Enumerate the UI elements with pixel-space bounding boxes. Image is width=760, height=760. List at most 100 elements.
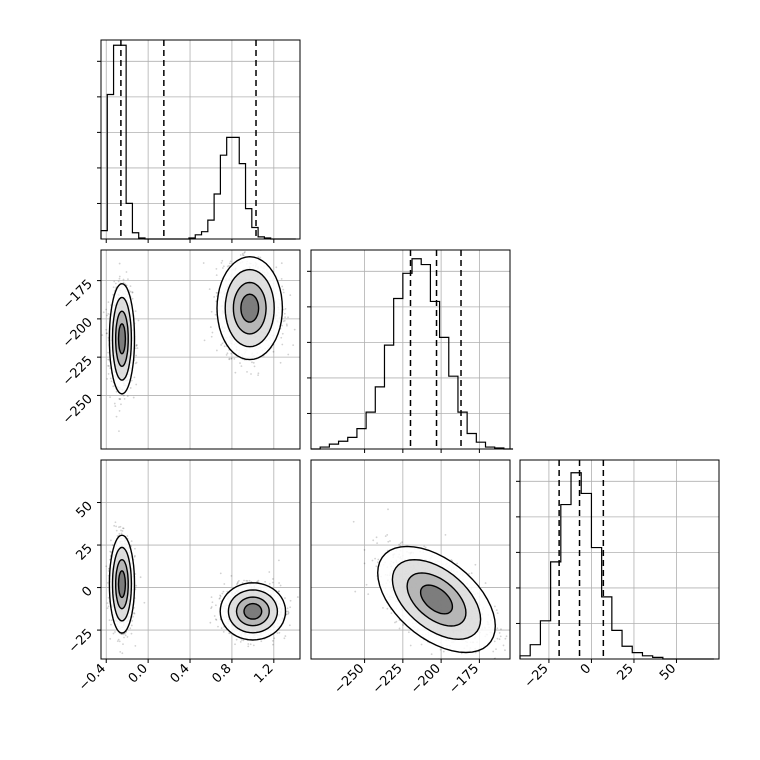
scatter-point xyxy=(132,615,134,618)
scatter-point xyxy=(118,640,121,643)
scatter-point xyxy=(119,525,122,528)
scatter-point xyxy=(280,278,283,280)
scatter-point xyxy=(242,254,245,257)
scatter-point xyxy=(228,262,231,265)
scatter-point xyxy=(119,398,122,400)
scatter-point xyxy=(123,636,125,639)
scatter-point xyxy=(110,619,113,622)
scatter-point xyxy=(252,361,255,364)
scatter-point xyxy=(257,374,259,377)
scatter-point xyxy=(260,248,262,250)
scatter-point xyxy=(256,580,259,583)
scatter-point xyxy=(286,324,288,327)
scatter-point xyxy=(135,383,138,386)
scatter-point xyxy=(133,612,136,615)
scatter-point xyxy=(107,312,110,315)
histogram-0 xyxy=(100,44,296,240)
scatter-point xyxy=(222,590,225,593)
scatter-point xyxy=(279,361,282,364)
scatter-point xyxy=(130,379,133,382)
scatter-point xyxy=(122,281,125,284)
scatter-point xyxy=(131,297,134,300)
scatter-point xyxy=(134,310,137,313)
scatter-point xyxy=(126,395,129,398)
scatter-point xyxy=(115,415,118,418)
scatter-point xyxy=(106,314,108,317)
scatter-point xyxy=(105,332,108,335)
contour-level-3 xyxy=(240,293,260,323)
scatter-point xyxy=(253,365,256,368)
scatter-point xyxy=(112,286,115,289)
scatter-point xyxy=(114,521,117,524)
scatter-point xyxy=(110,380,113,383)
scatter-point xyxy=(118,410,121,412)
scatter-point xyxy=(109,637,112,640)
scatter-point xyxy=(210,335,213,338)
scatter-point xyxy=(127,278,129,281)
scatter-point xyxy=(241,252,244,255)
scatter-point xyxy=(287,316,289,319)
scatter-point xyxy=(114,282,117,285)
scatter-point xyxy=(120,532,123,535)
scatter-point xyxy=(126,535,129,537)
scatter-point xyxy=(115,525,117,528)
scatter-point xyxy=(246,370,248,373)
scatter-point xyxy=(292,344,295,347)
scatter-point xyxy=(118,397,121,400)
scatter-point xyxy=(284,307,287,310)
scatter-point xyxy=(293,328,296,331)
scatter-point xyxy=(108,619,111,622)
scatter-point xyxy=(211,331,214,334)
scatter-point xyxy=(123,398,126,400)
scatter-point xyxy=(121,530,124,532)
scatter-point xyxy=(135,584,138,587)
scatter-point xyxy=(110,539,112,542)
scatter-point xyxy=(215,291,218,294)
scatter-point xyxy=(125,271,128,273)
scatter-point xyxy=(107,358,109,361)
scatter-point xyxy=(275,266,278,269)
scatter-point xyxy=(109,396,111,399)
scatter-point xyxy=(124,634,127,637)
scatter-point xyxy=(213,296,216,298)
scatter-point xyxy=(122,643,124,646)
scatter-point xyxy=(134,547,136,550)
scatter-point xyxy=(130,624,133,627)
scatter-point xyxy=(131,291,134,294)
scatter-point xyxy=(211,601,214,604)
scatter-point xyxy=(116,640,119,643)
scatter-point xyxy=(107,605,110,608)
scatter-point xyxy=(118,262,121,265)
scatter-point xyxy=(243,251,246,254)
scatter-point xyxy=(118,277,121,280)
scatter-point xyxy=(107,364,109,367)
scatter-point xyxy=(229,260,232,263)
scatter-point xyxy=(129,387,132,389)
scatter-point xyxy=(221,267,224,269)
scatter-point xyxy=(234,371,237,374)
scatter-point xyxy=(130,540,133,543)
scatter-point xyxy=(136,344,138,346)
contour-level-3 xyxy=(117,570,127,599)
scatter-point xyxy=(134,644,137,647)
scatter-point xyxy=(244,251,246,253)
scatter-point xyxy=(282,288,285,291)
scatter-point xyxy=(222,265,225,268)
scatter-point xyxy=(109,377,112,380)
scatter-point xyxy=(220,262,223,264)
scatter-point xyxy=(122,278,125,281)
scatter-point xyxy=(250,373,252,375)
scatter-point xyxy=(109,550,112,553)
scatter-panel-0 xyxy=(101,248,296,433)
scatter-point xyxy=(257,372,260,375)
scatter-point xyxy=(107,351,110,354)
scatter-point xyxy=(106,377,109,380)
scatter-point xyxy=(268,571,271,573)
scatter-panel-1 xyxy=(105,521,299,655)
scatter-point xyxy=(282,291,285,294)
scatter-point xyxy=(105,565,108,568)
scatter-point xyxy=(120,529,122,532)
scatter-point xyxy=(117,638,120,641)
scatter-point xyxy=(228,358,231,361)
